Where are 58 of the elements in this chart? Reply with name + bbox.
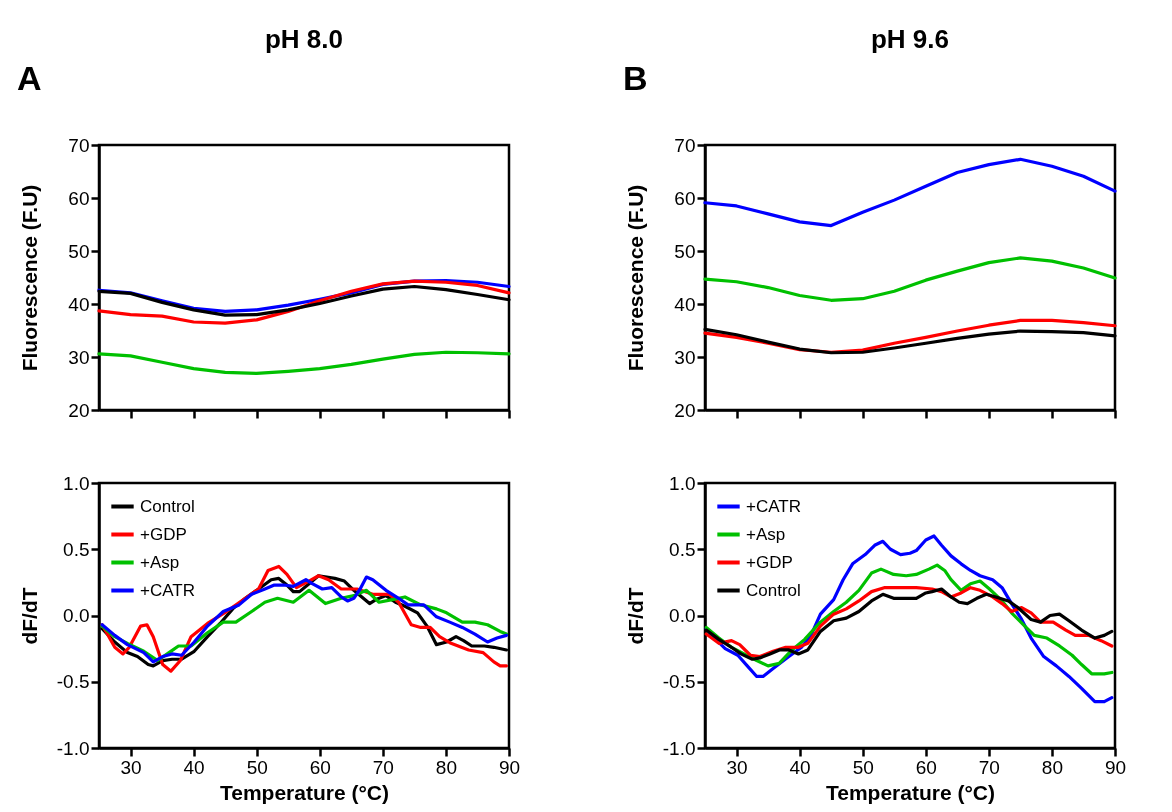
line-series <box>97 279 511 325</box>
line-series <box>703 157 1117 228</box>
x-tick-label: 30 <box>120 756 142 778</box>
y-tick-label: 0.5 <box>63 538 90 560</box>
y-tick-label: 60 <box>68 187 90 209</box>
x-tick-label: 90 <box>1104 756 1127 778</box>
y-tick-label: 0.5 <box>669 538 696 560</box>
y-tick-label: 1.0 <box>63 472 90 494</box>
x-tick-label: 60 <box>915 756 937 778</box>
legend-label: Control <box>140 496 195 516</box>
legend-label: Control <box>746 580 801 600</box>
text: B <box>623 59 648 97</box>
x-tick-label: 50 <box>852 756 874 778</box>
y-tick-label: 0.0 <box>63 605 90 626</box>
text: A <box>17 59 42 97</box>
chart-title: pH 8.0 <box>264 24 344 54</box>
x-axis-title: Temperature (°C) <box>219 780 390 804</box>
y-axis-title: Fluorescence (F.U) <box>623 184 647 372</box>
legend-label: +GDP <box>746 552 793 572</box>
legend-label: +Asp <box>746 524 786 544</box>
y-tick-label: -1.0 <box>662 737 696 759</box>
y-tick-label: 30 <box>68 346 90 368</box>
x-tick-label: 40 <box>183 756 205 778</box>
legend-label: +Asp <box>140 552 180 572</box>
x-tick-label: 80 <box>1041 756 1063 778</box>
legend-label: +GDP <box>140 524 187 544</box>
y-tick-label: 50 <box>68 240 90 262</box>
x-tick-label: 30 <box>726 756 748 778</box>
x-axis-title: Temperature (°C) <box>825 780 996 804</box>
legend-label: +CATR <box>746 496 801 516</box>
y-axis-title: dF/dT <box>17 587 41 645</box>
x-tick-label: 90 <box>498 756 521 778</box>
x-tick-label: 50 <box>246 756 268 778</box>
y-tick-label: 30 <box>674 346 696 368</box>
y-tick-label: 20 <box>674 399 696 421</box>
y-tick-label: 40 <box>674 293 696 315</box>
y-tick-label: 1.0 <box>669 472 696 494</box>
y-tick-label: 50 <box>674 240 696 262</box>
y-tick-label: 70 <box>674 134 696 156</box>
y-tick-label: 20 <box>68 399 90 421</box>
x-tick-label: 40 <box>789 756 811 778</box>
y-axis-title: Fluorescence (F.U) <box>17 184 41 372</box>
x-tick-label: 70 <box>978 756 1000 778</box>
y-tick-label: -0.5 <box>56 671 90 693</box>
y-tick-label: 70 <box>68 134 90 156</box>
x-tick-label: 70 <box>372 756 394 778</box>
chart-title: pH 9.6 <box>870 24 950 54</box>
y-axis-title: dF/dT <box>623 587 647 645</box>
y-tick-label: 60 <box>674 187 696 209</box>
y-tick-label: -1.0 <box>56 737 90 759</box>
y-tick-label: 0.0 <box>669 605 696 626</box>
line-series <box>703 256 1117 302</box>
y-tick-label: 40 <box>68 293 90 315</box>
x-tick-label: 80 <box>435 756 457 778</box>
x-tick-label: 60 <box>309 756 331 778</box>
legend-label: +CATR <box>140 580 195 600</box>
line-series <box>97 350 511 376</box>
y-tick-label: -0.5 <box>662 671 696 693</box>
